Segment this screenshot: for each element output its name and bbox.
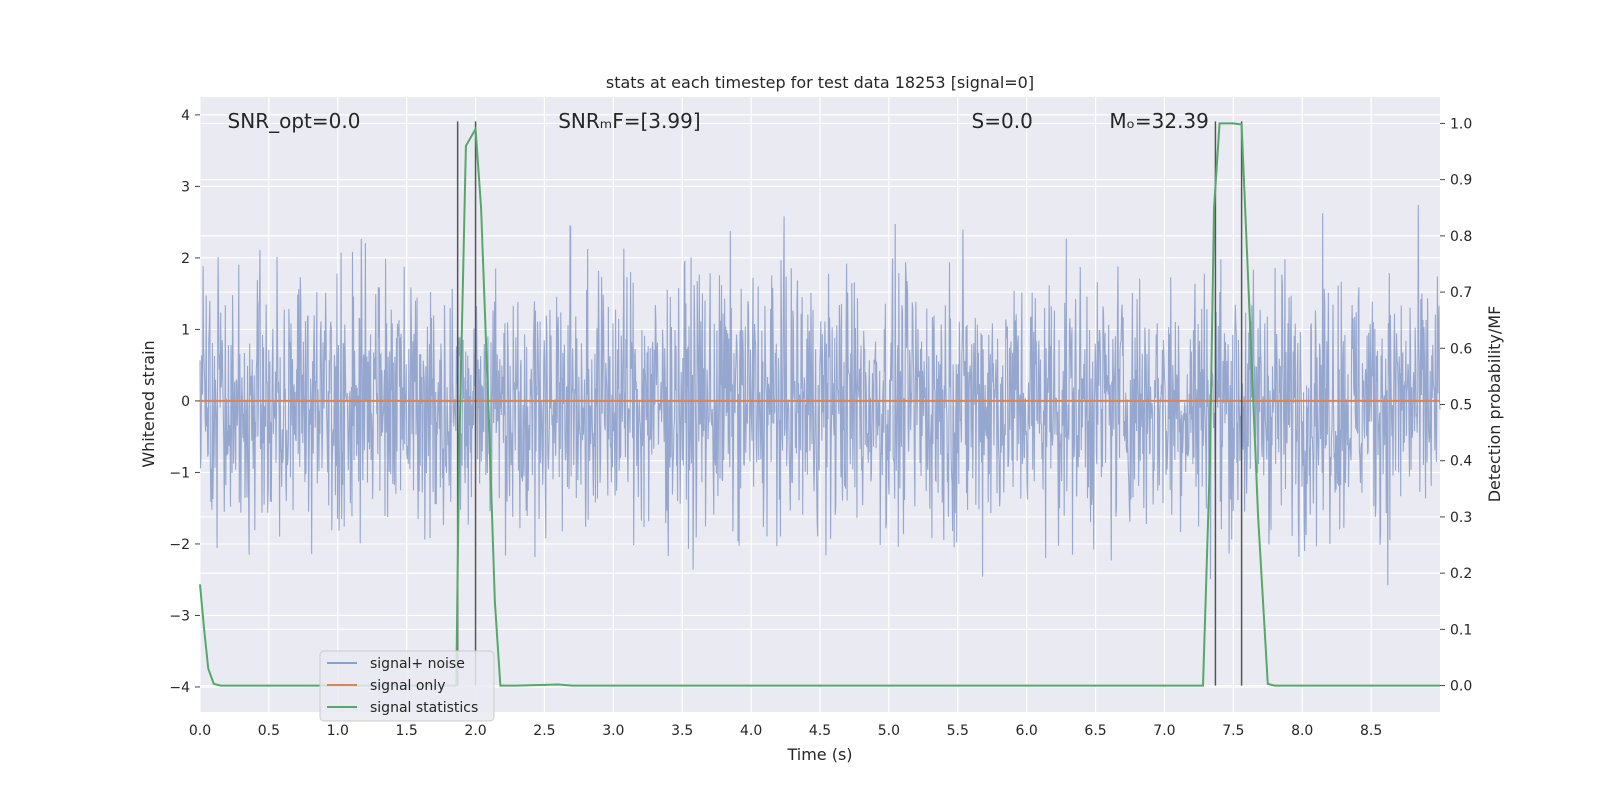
- x-tick-label: 5.5: [947, 723, 969, 739]
- y-right-tick-label: 0.6: [1450, 341, 1472, 357]
- x-tick-label: 2.0: [464, 723, 486, 739]
- vertical-markers: [456, 121, 1243, 686]
- annotation-text: SNRₘF=[3.99]: [558, 109, 700, 133]
- x-tick-label: 0.5: [258, 723, 280, 739]
- y-left-tick-label: 3: [181, 179, 190, 195]
- y-left-tick-label: −2: [169, 537, 190, 553]
- y-right-tick-label: 1.0: [1450, 116, 1472, 132]
- y-right-tick-label: 0.1: [1450, 622, 1472, 638]
- x-axis-label: Time (s): [786, 745, 852, 764]
- statistics-series: [199, 122, 1440, 687]
- x-tick-label: 0.0: [189, 723, 211, 739]
- annotation-text: Mₒ=32.39: [1109, 109, 1209, 133]
- y-right-tick-label: 0.2: [1450, 566, 1472, 582]
- y-left-tick-label: −4: [169, 680, 190, 696]
- x-tick-label: 6.5: [1084, 723, 1106, 739]
- y-left-tick-label: 4: [181, 108, 190, 124]
- y-right-tick-label: 0.0: [1450, 679, 1472, 695]
- x-tick-label: 4.5: [809, 723, 831, 739]
- x-tick-label: 1.5: [396, 723, 418, 739]
- y-right-tick-label: 0.3: [1450, 510, 1472, 526]
- y-right-tick-label: 0.8: [1450, 229, 1472, 245]
- y-right-ticks: 0.0 0.1 0.2 0.3 0.4 0.5 0.6 0.7 0.8 0.9 1.0: [1440, 116, 1472, 695]
- y-left-tick-label: 1: [181, 322, 190, 338]
- x-tick-label: 3.5: [671, 723, 693, 739]
- annotations: SNR_opt=0.0 SNRₘF=[3.99] S=0.0 Mₒ=32.39: [228, 109, 1209, 133]
- x-tick-label: 5.0: [878, 723, 900, 739]
- y-right-tick-label: 0.5: [1450, 398, 1472, 414]
- chart-title: stats at each timestep for test data 182…: [606, 73, 1034, 92]
- x-tick-label: 7.0: [1153, 723, 1175, 739]
- y-left-tick-label: −3: [169, 608, 190, 624]
- y-left-tick-label: 2: [181, 251, 190, 267]
- y-left-ticks: −4 −3 −2 −1 0 1 2 3 4: [169, 108, 200, 696]
- y-right-axis-label: Detection probability/MF: [1485, 306, 1504, 503]
- y-left-tick-label: 0: [181, 394, 190, 410]
- x-ticks: 0.0 0.5 1.0 1.5 2.0 2.5 3.0 3.5 4.0 4.5 5.0 5.5 6.0 6…: [189, 723, 1382, 739]
- legend-box: [319, 650, 495, 722]
- x-tick-label: 6.0: [1016, 723, 1038, 739]
- x-tick-label: 4.0: [740, 723, 762, 739]
- y-right-tick-label: 0.4: [1450, 454, 1472, 470]
- x-tick-label: 8.0: [1291, 723, 1313, 739]
- statistics-line: [199, 122, 1440, 687]
- legend: signal+ noise signal only signal statist…: [319, 650, 495, 722]
- x-tick-label: 7.5: [1222, 723, 1244, 739]
- x-tick-label: 3.0: [602, 723, 624, 739]
- y-right-tick-label: 0.7: [1450, 285, 1472, 301]
- legend-label-signal: signal only: [370, 678, 445, 694]
- legend-label-noise: signal+ noise: [370, 656, 465, 672]
- noise-series: [199, 205, 1441, 586]
- x-tick-label: 8.5: [1360, 723, 1382, 739]
- y-left-tick-label: −1: [169, 465, 190, 481]
- x-tick-label: 2.5: [533, 723, 555, 739]
- legend-label-statistics: signal statistics: [370, 700, 478, 716]
- annotation-text: SNR_opt=0.0: [228, 109, 361, 133]
- y-left-axis-label: Whitened strain: [139, 340, 158, 467]
- annotation-text: S=0.0: [972, 109, 1033, 133]
- x-tick-label: 1.0: [327, 723, 349, 739]
- noise-trace: [199, 205, 1441, 586]
- y-right-tick-label: 0.9: [1450, 173, 1472, 189]
